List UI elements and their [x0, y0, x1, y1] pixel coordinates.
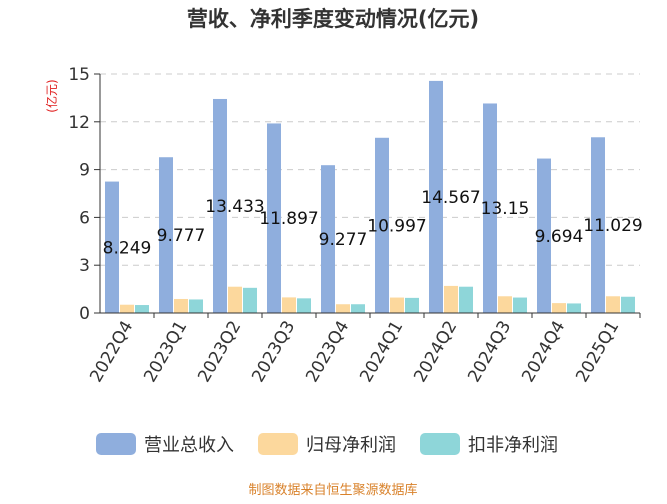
bar-3-2023Q1 [189, 299, 203, 313]
x-tick-label: 2024Q4 [518, 318, 569, 386]
bar-3-2025Q1 [621, 296, 635, 313]
x-tick-label: 2022Q4 [86, 318, 137, 386]
bar-1-2023Q1 [159, 157, 173, 313]
bar-1-2022Q4 [105, 181, 119, 313]
data-label: 14.567 [421, 188, 480, 208]
bar-3-2024Q1 [405, 297, 419, 313]
bar-1-2023Q3 [267, 123, 281, 313]
data-label: 8.249 [103, 238, 152, 258]
bar-3-2023Q3 [297, 298, 311, 313]
bar-1-2025Q1 [591, 137, 605, 313]
bar-2-2024Q3 [498, 296, 512, 313]
bar-2-2023Q3 [282, 297, 296, 313]
bars [105, 80, 635, 314]
data-label: 11.029 [583, 216, 642, 236]
bar-3-2024Q2 [459, 286, 473, 313]
x-tick-label: 2024Q2 [410, 318, 461, 386]
y-tick-label: 6 [79, 208, 90, 228]
data-label: 13.15 [481, 199, 530, 219]
bar-2-2024Q1 [390, 297, 404, 313]
bar-2-2023Q4 [336, 304, 350, 313]
grid-lines [100, 73, 640, 266]
bar-3-2022Q4 [135, 305, 149, 313]
data-label: 10.997 [367, 216, 426, 236]
x-tick-label: 2023Q2 [194, 318, 245, 386]
bar-1-2023Q4 [321, 165, 335, 313]
x-tick-label: 2024Q3 [464, 318, 515, 386]
bar-2-2025Q1 [606, 296, 620, 313]
source-note: 制图数据来自恒生聚源数据库 [248, 482, 417, 498]
bar-3-2024Q4 [567, 303, 581, 313]
data-label: 9.777 [157, 226, 206, 246]
legend-label: 营业总收入 [144, 435, 234, 456]
data-label: 9.694 [535, 227, 584, 247]
bar-2-2024Q4 [552, 303, 566, 313]
x-tick-label: 2025Q1 [572, 318, 623, 386]
data-label: 13.433 [205, 197, 264, 217]
x-tick-label: 2023Q4 [302, 318, 353, 386]
chart-title: 营收、净利季度变动情况(亿元) [187, 7, 479, 31]
legend-label: 扣非净利润 [468, 435, 558, 456]
x-tick-label: 2023Q3 [248, 318, 299, 386]
y-tick-label: 12 [68, 113, 90, 133]
bar-3-2023Q4 [351, 304, 365, 313]
bar-2-2023Q1 [174, 298, 188, 313]
legend-label: 归母净利润 [306, 435, 396, 456]
legend-swatch [258, 433, 298, 455]
bar-2-2023Q2 [228, 286, 242, 313]
y-tick-label: 3 [79, 256, 90, 276]
x-tick-label: 2024Q1 [356, 318, 407, 386]
y-tick-label: 0 [79, 304, 90, 324]
bar-3-2024Q3 [513, 297, 527, 313]
x-tick-label: 2023Q1 [140, 318, 191, 386]
bar-2-2024Q2 [444, 285, 458, 313]
bar-3-2023Q2 [243, 287, 257, 313]
bar-1-2024Q2 [429, 80, 443, 313]
legend-swatch [420, 433, 460, 455]
bar-1-2023Q2 [213, 98, 227, 314]
y-axis-label: (亿元) [44, 79, 59, 112]
data-label: 9.277 [319, 230, 368, 250]
legend-swatch [96, 433, 136, 455]
bar-1-2024Q3 [483, 103, 497, 313]
y-tick-label: 15 [68, 65, 90, 85]
data-labels: 8.2499.77713.43311.8979.27710.99714.5671… [103, 188, 643, 258]
bar-1-2024Q4 [537, 158, 551, 313]
bar-2-2022Q4 [120, 304, 134, 313]
data-label: 11.897 [259, 209, 318, 229]
y-tick-label: 9 [79, 161, 90, 181]
bar-1-2024Q1 [375, 137, 389, 313]
legend: 营业总收入 归母净利润 扣非净利润 [96, 433, 558, 456]
